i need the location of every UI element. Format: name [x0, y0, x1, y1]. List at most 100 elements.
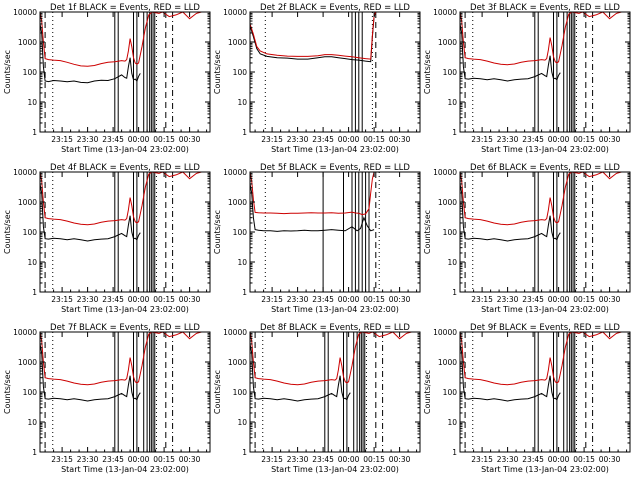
y-tick-label: 100: [23, 388, 38, 397]
plot-frame: [39, 171, 211, 293]
series-line-lld: [460, 172, 630, 226]
y-axis-label: Counts/sec: [213, 50, 222, 94]
y-tick-label: 10: [447, 418, 457, 427]
x-tick-label: 00:15: [363, 295, 385, 304]
plot-frame: [249, 11, 421, 133]
series-line-lld: [250, 172, 420, 216]
x-tick-label: 23:45: [312, 455, 334, 464]
plot-area: [250, 332, 420, 452]
y-axis-label: Counts/sec: [213, 370, 222, 414]
x-tick-label: 00:30: [389, 135, 411, 144]
x-tick-label: 23:30: [287, 455, 309, 464]
y-axis-label: Counts/sec: [213, 210, 222, 254]
series-line-events: [460, 343, 561, 402]
x-axis-label: Start Time (13-Jan-04 23:02:00): [61, 145, 189, 154]
x-tick-label: 00:30: [599, 295, 621, 304]
x-tick-label: 00:00: [338, 455, 360, 464]
y-tick-label: 10: [447, 258, 457, 267]
plot-area: [460, 172, 630, 292]
x-axis-label: Start Time (13-Jan-04 23:02:00): [271, 305, 399, 314]
x-tick-label: 00:30: [179, 455, 201, 464]
y-tick-label: 1000: [438, 38, 457, 47]
plot-area: [40, 12, 210, 132]
series-line-events: [40, 23, 141, 84]
x-tick-label: 23:15: [471, 455, 493, 464]
x-axis-label: Start Time (13-Jan-04 23:02:00): [61, 465, 189, 474]
y-tick-label: 10: [27, 418, 37, 427]
x-axis-label: Start Time (13-Jan-04 23:02:00): [481, 145, 609, 154]
y-tick-label: 1: [452, 128, 457, 137]
x-tick-label: 00:00: [128, 455, 150, 464]
y-tick-label: 1000: [228, 198, 247, 207]
panel-det-4f: 23:15 23:30 23:45 00:00 00:15 00:30 1 10 100 1000…: [3, 163, 211, 314]
y-tick-label: 10000: [13, 328, 37, 337]
plot-area: [250, 172, 420, 292]
panel-title: Det 8f BLACK = Events, RED = LLD: [260, 323, 410, 333]
x-tick-label: 00:30: [179, 135, 201, 144]
x-tick-label: 00:15: [363, 135, 385, 144]
y-axis-label: Counts/sec: [423, 370, 432, 414]
x-tick-label: 00:00: [338, 295, 360, 304]
x-tick-label: 23:45: [522, 295, 544, 304]
x-tick-label: 00:15: [573, 455, 595, 464]
y-tick-label: 1: [452, 448, 457, 457]
x-tick-label: 23:45: [102, 295, 124, 304]
series-line-lld: [40, 172, 210, 226]
panel-title: Det 9f BLACK = Events, RED = LLD: [470, 323, 620, 333]
panel-det-5f: 23:15 23:30 23:45 00:00 00:15 00:30 1 10 100 1000…: [213, 163, 421, 314]
panel-det-1f: 23:15 23:30 23:45 00:00 00:15 00:30 1 10 100 1000…: [3, 3, 211, 154]
y-tick-label: 1000: [18, 198, 37, 207]
y-tick-label: 10000: [223, 8, 247, 17]
x-tick-label: 00:00: [128, 135, 150, 144]
y-tick-label: 1: [32, 288, 37, 297]
x-tick-label: 00:15: [573, 135, 595, 144]
x-tick-label: 00:00: [548, 135, 570, 144]
y-tick-label: 1000: [228, 358, 247, 367]
series-line-events: [40, 343, 141, 402]
y-axis-label: Counts/sec: [423, 210, 432, 254]
y-tick-label: 10000: [13, 8, 37, 17]
x-tick-label: 00:15: [153, 135, 175, 144]
panel-det-6f: 23:15 23:30 23:45 00:00 00:15 00:30 1 10 100 1000…: [423, 163, 631, 314]
x-tick-label: 00:00: [338, 135, 360, 144]
y-tick-label: 10: [237, 258, 247, 267]
x-tick-label: 23:45: [102, 135, 124, 144]
x-tick-label: 00:15: [363, 455, 385, 464]
series-line-events: [460, 183, 561, 242]
y-tick-label: 1: [242, 288, 247, 297]
y-tick-label: 1: [32, 128, 37, 137]
x-tick-label: 23:30: [77, 455, 99, 464]
x-tick-label: 23:30: [497, 295, 519, 304]
series-line-events: [40, 183, 141, 242]
x-tick-label: 23:30: [287, 295, 309, 304]
x-tick-label: 00:30: [389, 455, 411, 464]
y-tick-label: 100: [443, 68, 458, 77]
plot-frame: [39, 331, 211, 453]
x-tick-label: 23:15: [471, 295, 493, 304]
series-line-lld: [40, 12, 210, 67]
plot-area: [460, 12, 630, 132]
x-tick-label: 23:15: [261, 135, 283, 144]
x-tick-label: 00:30: [599, 455, 621, 464]
series-line-events: [250, 183, 375, 232]
y-tick-label: 100: [233, 228, 248, 237]
y-tick-label: 10: [27, 258, 37, 267]
y-tick-label: 1: [242, 448, 247, 457]
x-tick-label: 23:30: [77, 135, 99, 144]
y-tick-label: 10: [447, 98, 457, 107]
y-tick-label: 100: [443, 388, 458, 397]
x-tick-label: 23:45: [522, 135, 544, 144]
x-tick-label: 00:30: [179, 295, 201, 304]
panel-title: Det 5f BLACK = Events, RED = LLD: [260, 163, 410, 173]
x-tick-label: 23:15: [51, 135, 73, 144]
y-tick-label: 10: [237, 98, 247, 107]
x-tick-label: 23:30: [77, 295, 99, 304]
x-tick-label: 23:45: [102, 455, 124, 464]
x-tick-label: 23:15: [471, 135, 493, 144]
y-tick-label: 1000: [228, 38, 247, 47]
y-tick-label: 1: [452, 288, 457, 297]
plot-area: [40, 332, 210, 452]
series-line-lld: [40, 332, 210, 386]
